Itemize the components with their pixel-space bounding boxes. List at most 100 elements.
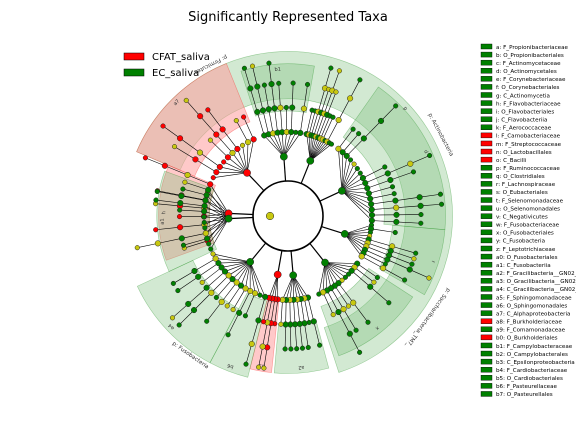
tree-edge [206,194,229,219]
tree-node [154,240,161,247]
tree-edge [177,276,199,291]
tree-node [224,214,233,223]
side-legend-swatch [480,310,493,316]
tree-node [371,279,377,285]
tree-node [177,224,184,231]
tree-edge [280,107,283,133]
tree-edge [409,269,430,279]
tree-edge [173,270,195,284]
tree-node [391,191,397,197]
tree-edge [205,200,229,219]
tree-node [350,126,356,132]
tree-node [244,139,252,146]
tree-edge [308,134,311,161]
tree-edge [341,152,343,191]
tree-edge [310,137,319,161]
tree-node [343,152,350,160]
tree-edge [387,259,410,270]
tree-edge [308,110,316,135]
tree-node [161,162,168,169]
clade-sector-labels: p a7 h b1 d r x a2 b3 b6 a4 a1 [159,67,435,371]
tree-node [304,81,311,87]
tree-node [170,280,176,286]
tree-edge [237,148,248,173]
tree-node [256,364,262,370]
tree-edge [186,100,201,117]
tree-edge [285,299,287,325]
tree-edge [324,262,336,286]
side-legend-swatch [480,237,493,244]
tree-edge [243,116,254,140]
legend-label-ec: EC_saliva [152,68,199,79]
tree-node [241,65,247,71]
tree-node [201,214,207,220]
tree-node [171,144,178,150]
tree-edge [324,262,328,291]
tree-edge [310,142,330,162]
tree-edge [344,233,370,237]
tree-edge [324,262,352,272]
tree-node [240,142,246,148]
side-legend-label: b: O_Propionibacteriales [496,53,564,59]
legend-label-cfat: CFAT_saliva [152,52,210,63]
tree-edge [224,261,251,272]
tree-node [266,60,272,66]
tree-node [299,345,306,351]
tree-node [201,219,207,225]
tree-node [330,312,336,318]
side-legend-swatch [480,92,493,98]
tree-edge [368,239,393,247]
tree-edge [341,190,373,221]
tree-node [367,195,374,202]
tree-edge [242,145,248,173]
tree-edge [313,112,322,137]
tree-edge [210,139,229,158]
side-legend-swatch [480,100,493,106]
tree-edge [195,159,217,173]
tree-edge [252,66,258,87]
tree-root-ring [252,180,324,252]
tree-edge [182,188,207,196]
side-legend-swatch [480,116,493,122]
tree-edge [420,203,442,207]
side-legend-swatch [480,318,493,324]
tree-node [393,218,400,225]
side-legend-swatch [480,148,493,155]
tree-node [142,155,148,161]
tree-node [185,300,192,307]
side-legend-label: h: F_Flavobacteriaceae [496,101,561,107]
clade-sector-code: b6 [226,362,234,370]
tree-node [233,118,239,124]
tree-node [243,168,251,177]
tree-edge [205,199,229,214]
tree-node [418,211,424,218]
tree-node [265,106,272,113]
side-legend-label: a6: O_Sphingomonadales [496,303,567,309]
tree-node [262,293,269,300]
side-legend-label: w: F_Fusobacteriaceae [496,223,560,229]
tree-edge [193,292,212,311]
tree-node [261,319,267,325]
tree-edge [367,179,391,189]
tree-edge [283,131,292,157]
side-legend-swatch [480,181,493,187]
tree-edge [179,138,201,153]
side-legend-swatch [480,261,493,268]
tree-node [410,169,417,175]
tree-edge [281,132,285,157]
tree-edge [365,173,388,184]
side-legend-label: i: O_Flavobacteriales [496,109,554,115]
tree-edge [211,275,229,293]
tree-edge [410,155,430,165]
tree-edge [344,224,372,235]
tree-edge [341,168,358,192]
tree-edge [338,311,351,334]
tree-edge [292,275,309,298]
tree-edge [280,299,283,325]
tree-node [437,191,444,197]
tree-edge [313,321,320,346]
tree-node [178,192,185,200]
tree-edge [338,98,351,121]
tree-edge [221,282,237,303]
